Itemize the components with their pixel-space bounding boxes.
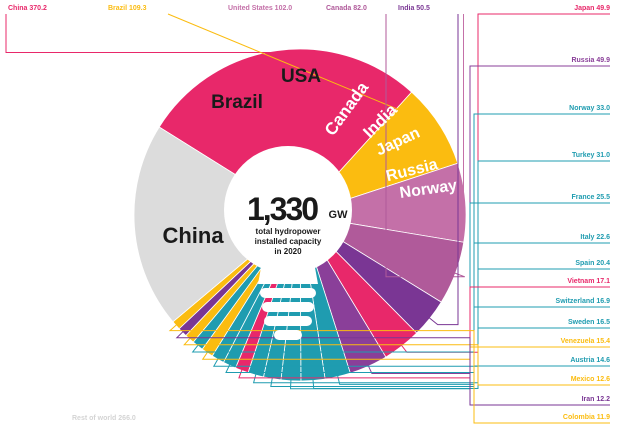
inner-label-brazil: Brazil bbox=[211, 92, 263, 113]
outer-labels: China 370.2 Brazil 109.3 United States 102… bbox=[8, 5, 610, 422]
label-colombia: Colombia 11.9 bbox=[563, 414, 610, 421]
label-italy: Italy 22.6 bbox=[580, 234, 610, 241]
leader-line-iran bbox=[175, 330, 610, 406]
lightbulb-icon bbox=[224, 146, 352, 340]
center-value: 1,330 bbox=[247, 191, 318, 227]
leader-line-mexico bbox=[183, 337, 610, 386]
label-vietnam: Vietnam 17.1 bbox=[567, 278, 610, 285]
inner-label-china: China bbox=[162, 223, 224, 248]
label-united-states: United States 102.0 bbox=[228, 5, 292, 12]
center-unit: GW bbox=[329, 209, 349, 221]
center-caption-line-2: installed capacity bbox=[255, 237, 322, 246]
label-spain: Spain 20.4 bbox=[575, 260, 610, 267]
inner-label-united-states: USA bbox=[281, 66, 321, 87]
center-caption-line-3: in 2020 bbox=[274, 247, 302, 256]
center-caption-line-1: total hydropower bbox=[256, 227, 321, 236]
label-france: France 25.5 bbox=[571, 194, 610, 201]
label-china: China 370.2 bbox=[8, 5, 47, 12]
leader-line-brazil bbox=[167, 13, 438, 127]
leader-line-canada bbox=[385, 14, 465, 278]
leader-lines bbox=[5, 13, 610, 424]
label-turkey: Turkey 31.0 bbox=[572, 152, 610, 159]
label-brazil: Brazil 109.3 bbox=[108, 5, 147, 12]
label-iran: Iran 12.2 bbox=[582, 396, 611, 403]
slice-rest-of-world bbox=[133, 126, 301, 323]
leader-line-colombia bbox=[168, 323, 610, 424]
label-canada: Canada 82.0 bbox=[326, 5, 367, 12]
label-russia: Russia 49.9 bbox=[571, 57, 610, 64]
label-switzerland: Switzerland 16.9 bbox=[556, 298, 611, 305]
label-mexico: Mexico 12.6 bbox=[571, 376, 610, 383]
label-rest-of-world: Rest of world 266.0 bbox=[72, 415, 136, 422]
leader-line-turkey bbox=[312, 160, 610, 389]
label-austria: Austria 14.6 bbox=[570, 357, 610, 364]
label-india: India 50.5 bbox=[398, 5, 430, 12]
label-sweden: Sweden 16.5 bbox=[568, 319, 610, 326]
slice-china bbox=[158, 48, 413, 216]
label-norway: Norway 33.0 bbox=[569, 105, 610, 112]
label-japan: Japan 49.9 bbox=[574, 5, 610, 12]
leader-line-india bbox=[428, 14, 459, 326]
label-venezuela: Venezuela 15.4 bbox=[561, 338, 611, 345]
leader-line-china bbox=[5, 14, 278, 53]
